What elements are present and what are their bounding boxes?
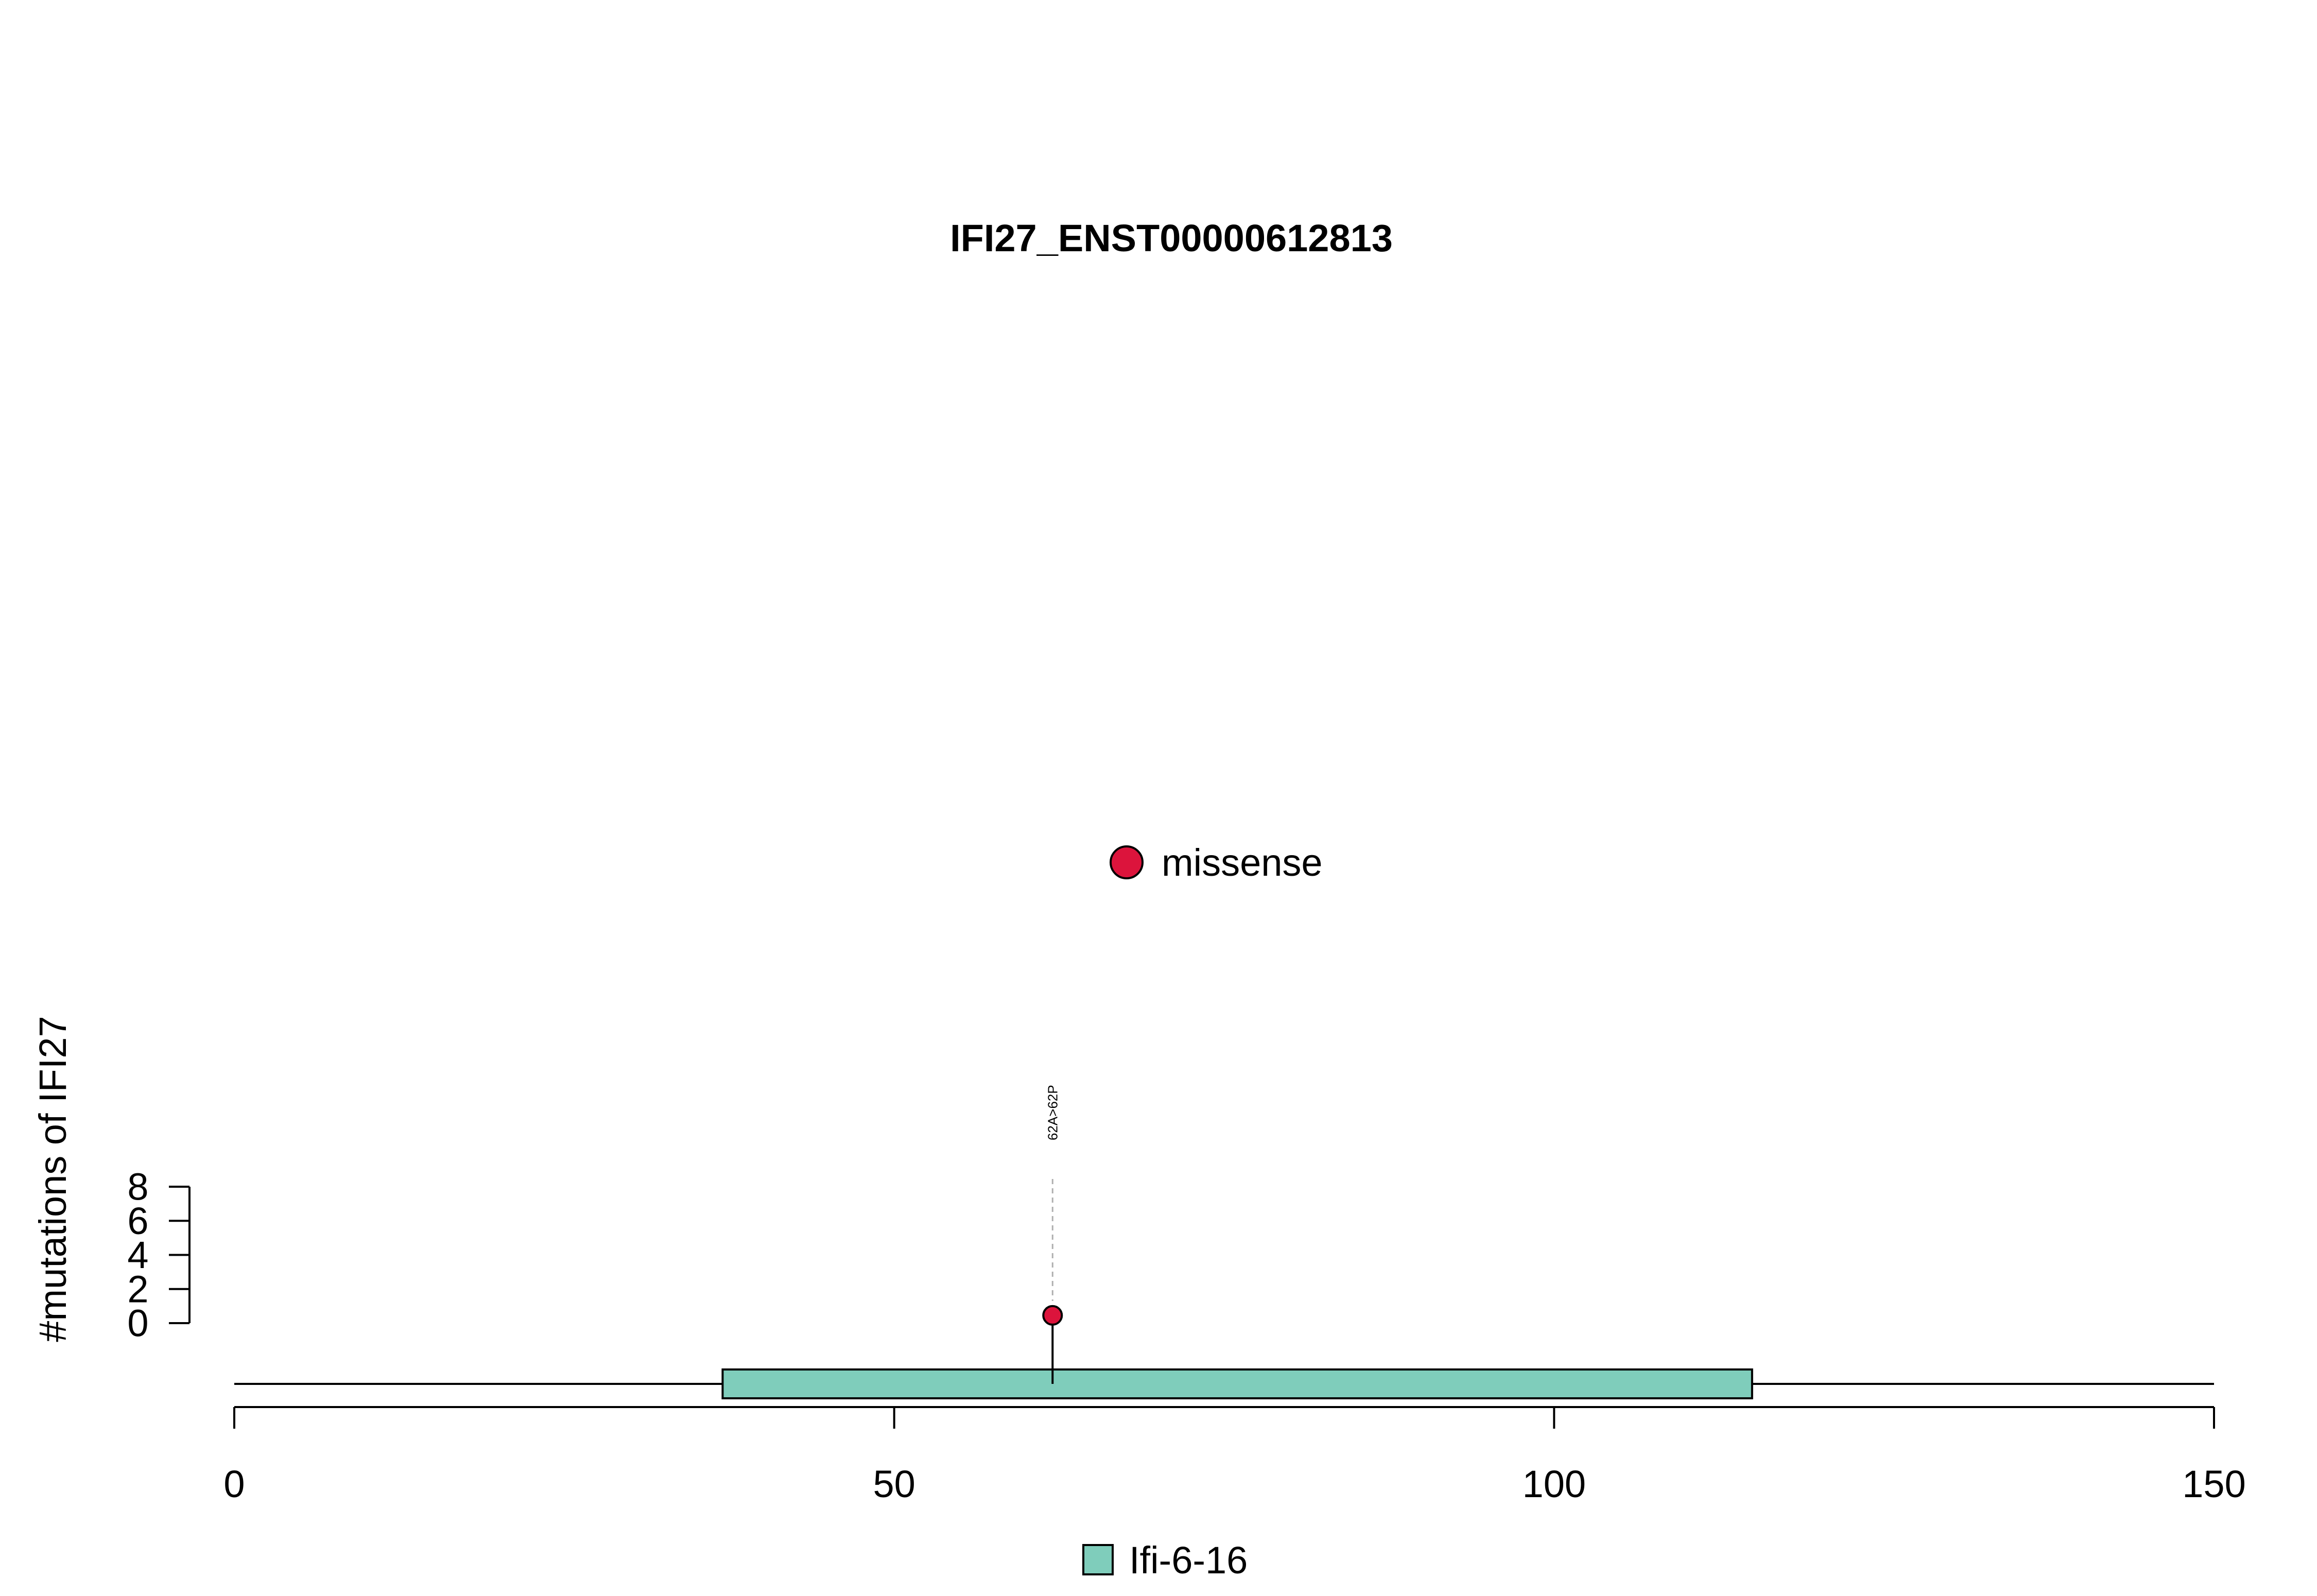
mutation-label: 62A>62P [1045,1085,1060,1140]
legend-domain-swatch [1082,1544,1114,1575]
y-tick-label: 2 [127,1268,148,1310]
legend-missense-marker [1110,845,1144,879]
y-tick-label: 0 [127,1302,148,1345]
mutation-head [1042,1305,1063,1326]
x-axis: 0 50 100 150 [223,1406,2246,1505]
legend-missense-label: missense [1162,841,1323,884]
x-tick-label: 50 [873,1463,915,1505]
mutation-layer: 62A>62P [1042,1085,1063,1384]
mutation-type-legend: missense [1110,841,1323,884]
y-axis-label: #mutations of IFI27 [31,1016,74,1342]
legend-domain-label: Ifi-6-16 [1129,1539,1248,1582]
chart-title: IFI27_ENST00000612813 [950,217,1393,259]
y-tick-label: 6 [127,1200,148,1242]
x-tick-label: 0 [223,1463,245,1505]
x-tick-label: 100 [1523,1463,1586,1505]
y-tick-label: 4 [127,1234,148,1276]
x-tick-label: 150 [2182,1463,2245,1505]
domain-legend: Ifi-6-16 [1082,1539,1248,1582]
domain-Ifi-6-16-bar [721,1368,1753,1399]
y-tick-label: 8 [127,1166,148,1208]
domain-layer [721,1368,1753,1399]
